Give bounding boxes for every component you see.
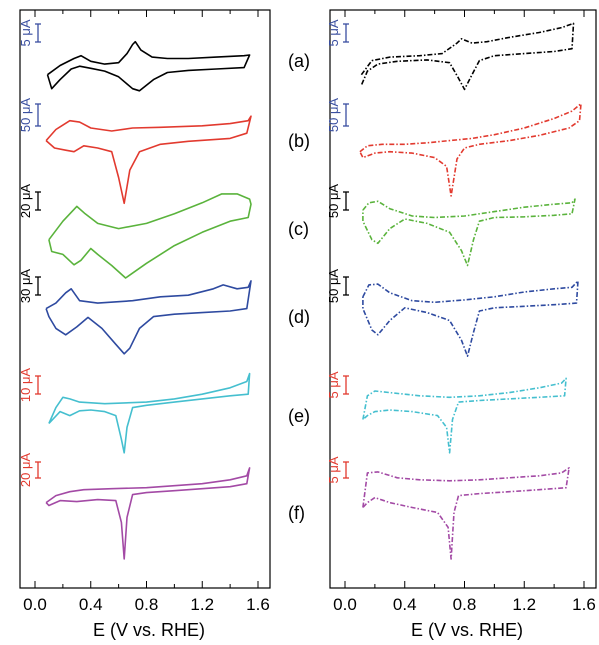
x-tick-label: 0.0: [333, 595, 357, 614]
scale-bar-label: 20 μA: [18, 184, 33, 219]
scale-bar-label: 5 μA: [326, 456, 341, 483]
scale-bar-label: 5 μA: [326, 19, 341, 46]
cv-curve-d: [362, 280, 579, 357]
scale-bar: 50 μA: [326, 98, 349, 133]
cv-curve-e: [362, 377, 567, 454]
cv-curve-d: [45, 280, 252, 355]
scale-bar: 50 μA: [18, 98, 41, 133]
cv-curve-f: [45, 467, 251, 560]
scale-bar: 20 μA: [18, 453, 41, 488]
x-axis-title: E (V vs. RHE): [93, 620, 205, 640]
panel-label: (f): [288, 503, 305, 523]
scale-bar-label: 5 μA: [326, 371, 341, 398]
scale-bar: 5 μA: [326, 371, 349, 399]
scale-bar: 10 μA: [18, 368, 41, 403]
x-tick-label: 1.2: [190, 595, 214, 614]
chart-panel-right: 0.0 0.4 0.8 1.2 1.6 E (V vs. RHE) 5 μA 50 μA 50 …: [326, 9, 597, 640]
scale-bar: 5 μA: [326, 456, 349, 484]
panel-label: (d): [288, 307, 310, 327]
x-tick-label: 0.0: [23, 595, 47, 614]
x-tick-label: 1.6: [572, 595, 596, 614]
scale-bar: 50 μA: [326, 269, 349, 304]
panel-label: (c): [288, 219, 309, 239]
plot-frame: [329, 9, 597, 589]
panel-label: (a): [288, 51, 310, 71]
scale-bar-label: 10 μA: [18, 368, 33, 403]
cv-curve-b: [359, 102, 582, 197]
cv-curve-a: [46, 40, 251, 92]
x-tick-label: 1.6: [246, 595, 270, 614]
scale-bar-label: 50 μA: [326, 98, 341, 133]
cv-curve-c: [48, 193, 252, 279]
plot-frame: [19, 9, 271, 589]
x-tick-label: 0.4: [393, 595, 417, 614]
x-tick-label: 0.4: [79, 595, 103, 614]
x-axis-title: E (V vs. RHE): [411, 620, 523, 640]
panel-label: (b): [288, 131, 310, 151]
cv-curve-e: [48, 372, 251, 454]
x-tick-label: 0.8: [453, 595, 477, 614]
scale-bar: 5 μA: [326, 19, 349, 47]
x-tick-label: 0.8: [135, 595, 159, 614]
scale-bar: 5 μA: [18, 19, 41, 47]
cv-curve-c: [362, 198, 576, 267]
x-tick-label: 1.2: [512, 595, 536, 614]
panel-label: (e): [288, 406, 310, 426]
scale-bar-label: 30 μA: [18, 269, 33, 304]
cv-curve-f: [362, 467, 570, 560]
scale-bar: 30 μA: [18, 269, 41, 304]
chart-panel-left: 0.0 0.4 0.8 1.2 1.6 E (V vs. RHE) 5 μA (a) 50 μA…: [18, 9, 310, 640]
scale-bar: 50 μA: [326, 184, 349, 219]
scale-bar: 20 μA: [18, 184, 41, 219]
scale-bar-label: 50 μA: [326, 184, 341, 219]
scale-bar-label: 20 μA: [18, 453, 33, 488]
cv-curve-b: [45, 115, 252, 205]
scale-bar-label: 50 μA: [18, 98, 33, 133]
scale-bar-label: 50 μA: [326, 269, 341, 304]
cv-curve-a: [360, 22, 575, 91]
scale-bar-label: 5 μA: [18, 19, 33, 46]
